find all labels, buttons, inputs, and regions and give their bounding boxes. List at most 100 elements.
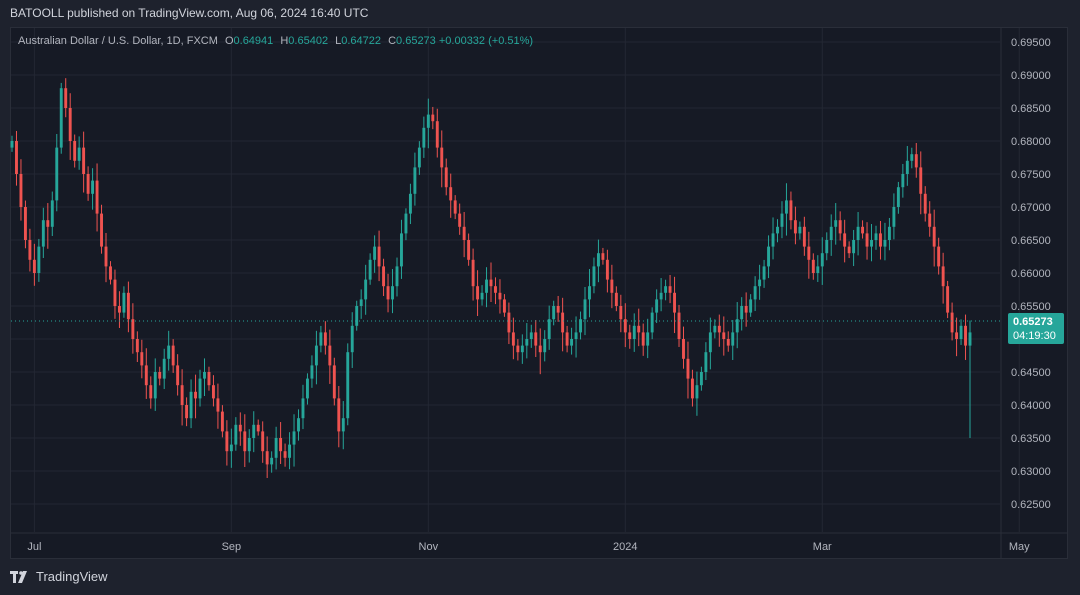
y-tick-label: 0.67000 (1011, 202, 1051, 214)
candle-body (722, 332, 726, 339)
candle (641, 323, 645, 356)
candle (740, 297, 744, 331)
y-tick-label: 0.64500 (1011, 367, 1051, 379)
candle (359, 289, 363, 319)
candle (386, 273, 390, 313)
close-label: C (388, 35, 397, 47)
change-value: +0.00332 (+0.51%) (438, 35, 534, 47)
candle (292, 414, 296, 467)
candle (15, 130, 18, 186)
candle (668, 274, 672, 304)
candle (682, 326, 685, 369)
candle (816, 255, 820, 282)
candle-body (767, 246, 771, 267)
low-label: L (335, 35, 342, 47)
y-tick-label: 0.64000 (1011, 400, 1051, 412)
y-tick-label: 0.69500 (1011, 37, 1051, 49)
candle-body (225, 431, 229, 452)
candle-body (941, 266, 945, 287)
candle (538, 328, 542, 375)
candle-body (708, 332, 712, 353)
candle (887, 217, 891, 251)
candle (180, 369, 184, 426)
candle-body (753, 286, 757, 300)
candle-body (216, 398, 220, 412)
candle-body (561, 312, 565, 333)
candle (502, 294, 506, 317)
candle (270, 451, 274, 473)
candle (149, 376, 153, 409)
candle-body (391, 286, 394, 300)
candle (749, 294, 753, 317)
candle (238, 412, 242, 446)
candle (10, 135, 14, 152)
candle (467, 233, 471, 266)
candle (444, 158, 448, 196)
footer-brand: TradingView (36, 569, 108, 584)
candle (762, 259, 766, 288)
candle (355, 300, 359, 331)
candle (453, 195, 457, 220)
candle-body (400, 233, 403, 267)
candle (332, 357, 336, 406)
candle (64, 78, 68, 118)
candle (364, 264, 368, 315)
candle-body (579, 319, 582, 333)
candle (261, 421, 265, 463)
candle-body (583, 299, 587, 320)
candle-body (149, 385, 153, 399)
candle (28, 228, 32, 272)
candle-body (946, 286, 950, 313)
candle-series (10, 78, 972, 479)
candle-body (498, 292, 502, 300)
y-tick-label: 0.68500 (1011, 103, 1051, 115)
candle-body (879, 233, 882, 247)
candle (914, 142, 918, 178)
candle-body (834, 220, 838, 227)
candle-body (422, 127, 426, 148)
candle (592, 257, 596, 294)
candle (758, 264, 762, 300)
candle-body (861, 226, 865, 234)
candle-body (373, 246, 377, 260)
y-tick-label: 0.63500 (1011, 433, 1051, 445)
open-label: O (224, 35, 234, 47)
candle-body (968, 332, 972, 346)
candle (377, 230, 381, 282)
candle-body (883, 240, 887, 247)
candle (426, 98, 430, 149)
footer[interactable]: TradingView (10, 569, 108, 584)
candle-body (100, 213, 103, 247)
candle (767, 235, 771, 279)
candle (574, 316, 578, 358)
candle (838, 211, 842, 241)
candle-body (306, 378, 309, 399)
candle (337, 385, 341, 448)
candle (968, 320, 972, 438)
candle (373, 235, 377, 273)
candle-body (476, 286, 480, 300)
candle-body (480, 292, 484, 300)
y-tick-label: 0.69000 (1011, 70, 1051, 82)
candle-body (256, 424, 260, 432)
candle (699, 366, 703, 391)
x-tick-label: May (1009, 541, 1030, 553)
candle (395, 257, 399, 297)
candle (570, 327, 574, 355)
candle-body (77, 147, 81, 161)
candle (153, 358, 157, 411)
candle-body (386, 286, 390, 300)
candle (440, 130, 444, 188)
candle (91, 168, 95, 210)
candle-body (655, 299, 659, 313)
candle (109, 261, 112, 285)
candle (646, 318, 650, 359)
grid-lines (11, 28, 1067, 558)
chart-frame[interactable] (10, 27, 1068, 559)
candle (59, 82, 63, 154)
candle-body (740, 306, 744, 320)
y-axis: 0.69500 0.69000 0.68500 0.68000 0.67500 0.670… (1011, 37, 1051, 511)
candle-body (440, 147, 444, 168)
candle (297, 409, 300, 441)
